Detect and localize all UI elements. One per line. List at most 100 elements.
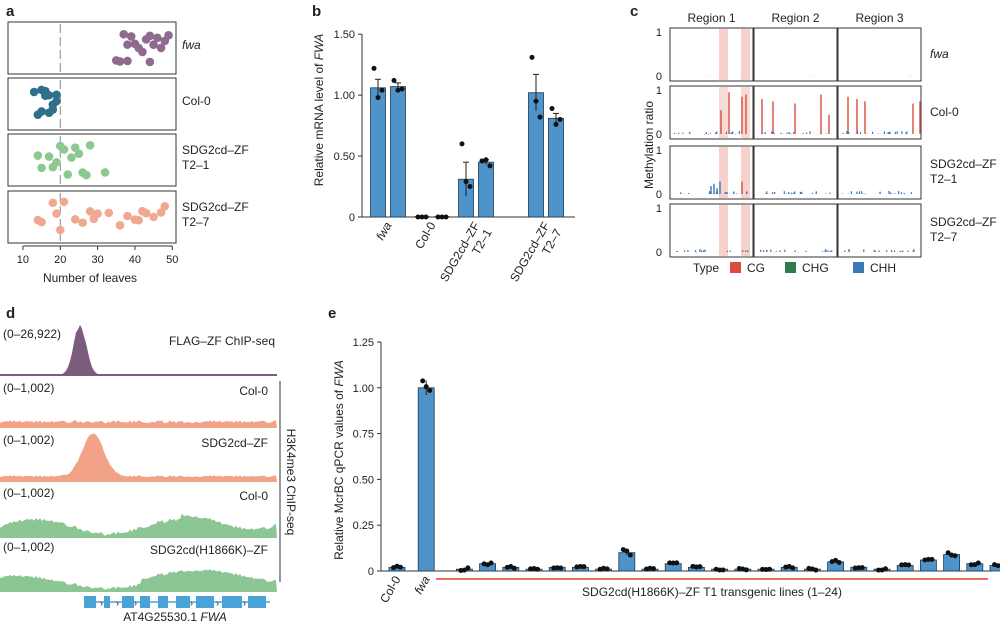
panel-d-gene-exon (176, 596, 190, 608)
panel-d-gene-arrow: › (116, 598, 119, 608)
panel-c-legend-swatch (730, 262, 741, 273)
panel-d-gene-arrow: › (190, 598, 193, 608)
panel-b-point (553, 121, 559, 127)
panel-b-label: b (312, 3, 321, 20)
panel-a-xlabel: Number of leaves (43, 271, 137, 285)
panel-b-point (371, 65, 377, 71)
panel-e-tick-label: 0.75 (353, 429, 374, 441)
panel-d-signal (0, 569, 277, 592)
panel-a-tick-label: 20 (54, 254, 66, 266)
panel-b-ylabel: Relative mRNA level of FWA (312, 34, 326, 187)
panel-d-track-3: (0–1,002) Col-0 (0, 486, 277, 538)
panel-c-legend-swatch (853, 262, 864, 273)
panel-a-box (7, 133, 177, 187)
panel-e-point (836, 559, 842, 565)
panel-e-label: e (328, 305, 336, 322)
panel-d-gene-label: AT4G25530.1 FWA (123, 610, 227, 624)
panel-b-point (423, 214, 429, 220)
panel-d-track-2: (0–1,002) SDG2cd–ZF (0, 433, 277, 482)
panel-e-point (906, 562, 912, 568)
panel-c-row-label: SDG2cd–ZF T2–1 (930, 157, 997, 186)
panel-a-point (156, 208, 166, 217)
panel-a-point (100, 168, 110, 177)
panel-a-point (37, 217, 46, 227)
panel-b-point (395, 87, 401, 93)
panel-e-point (975, 560, 981, 566)
panel-d-bracket-label: H3K4me3 ChIP-seq (284, 429, 298, 536)
panel-b-point (435, 214, 441, 220)
panel-e-xlabel: Col-0 (377, 573, 404, 605)
panel-c-facet (753, 85, 838, 140)
panel-c-tick-label: 0 (656, 71, 662, 83)
panel-a-point (164, 31, 173, 40)
panel-d-range-label: (0–1,002) (3, 381, 54, 395)
panel-a-point (37, 107, 46, 116)
panel-a-point (29, 87, 39, 97)
panel-a-point (52, 158, 61, 167)
panel-c-facet (669, 145, 754, 200)
panel-a-point (85, 207, 95, 216)
panel-d: d (0–26,922) FLAG–ZF ChIP-seq (0–1,002) Col… (0, 305, 298, 624)
panel-a-label: a (6, 3, 15, 20)
panel-d-signal (0, 420, 277, 428)
panel-e-point (813, 567, 819, 573)
panel-b-point (463, 179, 469, 185)
panel-d-gene-exon (158, 596, 168, 608)
panel-b-group-label: fwa (373, 219, 395, 242)
panel-a-row-2: SDG2cd–ZF T2–1 (7, 133, 249, 187)
panel-d-gene-exon (122, 596, 134, 608)
panel-a: a fwa Col-0 SDG2cd–ZF T2–1 SDG2cd–ZF T2–7 10 2… (6, 3, 249, 285)
panel-b-point (375, 95, 381, 101)
panel-d-label: d (6, 305, 15, 322)
panel-a-point (82, 170, 91, 180)
panel-a-tick-label: 40 (129, 254, 141, 266)
panel-c: c Methylation ratio Region 1 Region 2 Regi… (630, 3, 997, 275)
panel-a-point (119, 29, 129, 39)
panel-b-tick-label: 1.50 (334, 29, 355, 41)
panel-d-gene-exon (140, 596, 150, 608)
panel-e-point (856, 565, 862, 571)
panel-a-point (115, 57, 125, 66)
panel-a-point (141, 208, 151, 218)
panel-b-point (487, 163, 493, 169)
panel-a-group-label: SDG2cd–ZF T2–7 (182, 200, 249, 229)
panel-d-gene-arrow: › (216, 598, 219, 608)
panel-d-track-1: (0–1,002) Col-0 (0, 381, 277, 428)
panel-e-tick-label: 0.50 (353, 474, 374, 486)
panel-a-point (37, 163, 46, 173)
panel-d-range-label: (0–26,922) (3, 327, 61, 341)
panel-d-track-0: (0–26,922) FLAG–ZF ChIP-seq (0, 324, 277, 376)
panel-c-highlight (719, 147, 728, 198)
panel-b: b Relative mRNA level of FWA 0 0.50 1.00 1.… (312, 3, 575, 291)
panel-a-point (93, 209, 102, 218)
panel-a-point (33, 151, 43, 160)
panel-d-track-label: Col-0 (239, 489, 268, 503)
panel-b-point (419, 214, 425, 220)
panel-e-point (558, 565, 564, 571)
panel-c-facet (753, 27, 838, 82)
panel-a-point (123, 211, 132, 221)
panel-a-point (48, 105, 58, 114)
panel-e-tick-label: 0.25 (353, 520, 374, 532)
panel-b-point (467, 184, 473, 190)
panel-e-point (465, 565, 471, 571)
panel-e-point (720, 567, 726, 573)
panel-c-label: c (630, 3, 638, 20)
panel-c-highlight (741, 205, 750, 256)
panel-a-point (52, 209, 61, 218)
panel-c-highlight (741, 147, 750, 198)
panel-c-legend-swatch (785, 262, 796, 273)
panel-b-point (533, 98, 539, 104)
panel-c-facet (669, 203, 754, 258)
panel-c-highlight (719, 29, 728, 80)
panel-c-legend-label: CHG (802, 261, 829, 275)
panel-e-point (968, 562, 974, 568)
panel-a-point (126, 32, 136, 41)
panel-e-point (624, 548, 630, 554)
panel-b-point (391, 78, 397, 83)
panel-c-facet (837, 27, 922, 82)
panel-b-group-label: SDG2cd–ZFT2–1 (437, 219, 495, 291)
panel-a-point (149, 40, 158, 49)
panel-e-point (760, 566, 765, 572)
panel-c-ylabel: Methylation ratio (642, 101, 656, 189)
